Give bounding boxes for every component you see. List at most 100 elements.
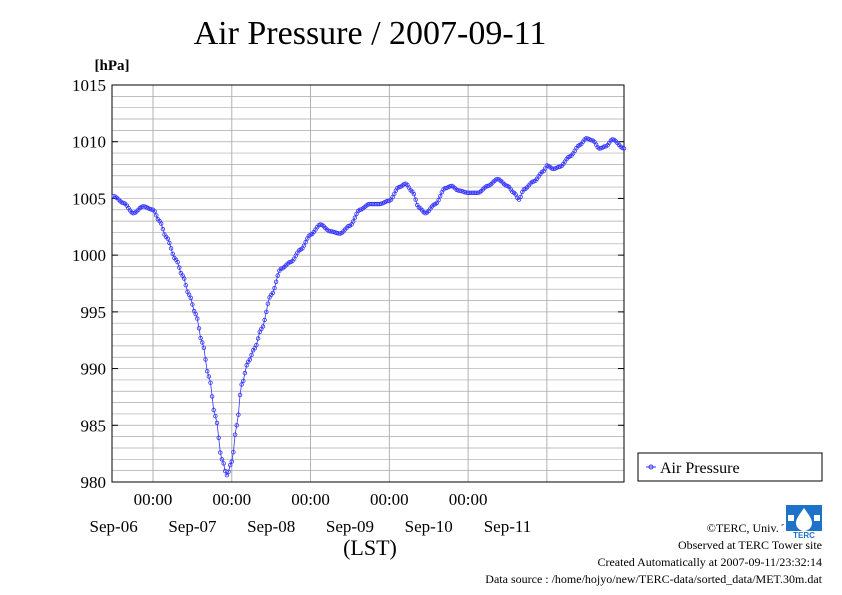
chart-title: Air Pressure / 2007-09-11 — [193, 15, 547, 52]
legend-box — [637, 452, 823, 482]
legend-marker — [648, 464, 654, 470]
data-point — [208, 380, 213, 385]
data-point — [237, 392, 243, 398]
data-point — [165, 236, 170, 241]
x-tick-date-label: Sep-07 — [168, 517, 217, 536]
footer-created: Created Automatically at 2007-09-11/23:3… — [597, 555, 822, 569]
data-point — [218, 450, 223, 455]
x-axis-label: (LST) — [343, 535, 397, 560]
plot-frame — [111, 84, 625, 483]
data-point — [351, 219, 356, 224]
data-point — [206, 374, 211, 379]
axis-layer: 980 985 990 995 1000 1005 1010 1015 00:00 00:00 00… — [72, 76, 624, 536]
footer-observed: Observed at TERC Tower site — [677, 538, 822, 552]
y-tick-label: 985 — [81, 416, 107, 435]
data-point — [200, 340, 205, 345]
data-point — [411, 191, 417, 197]
data-point — [224, 473, 230, 478]
data-point — [518, 194, 523, 200]
data-point — [154, 213, 159, 218]
y-tick-label: 995 — [81, 303, 107, 322]
data-point — [413, 197, 418, 202]
data-point — [226, 469, 231, 474]
x-tick-date-label: Sep-11 — [484, 517, 532, 536]
data-point — [265, 301, 271, 306]
y-tick-label: 990 — [81, 360, 107, 379]
data-point — [262, 317, 267, 323]
data-point — [175, 260, 180, 265]
data-point — [170, 251, 175, 256]
data-point — [472, 190, 477, 195]
data-point — [236, 412, 241, 417]
data-point — [272, 285, 277, 291]
data-point — [255, 336, 261, 341]
y-tick-label: 1015 — [72, 76, 106, 95]
data-point — [231, 450, 236, 455]
data-point — [438, 193, 443, 199]
data-point — [213, 414, 218, 419]
data-point — [239, 382, 244, 387]
data-point — [352, 215, 358, 220]
footer-source: Data source : /home/hojyo/new/TERC-data/… — [485, 572, 822, 586]
data-point — [168, 246, 174, 251]
legend: Air Pressure — [637, 452, 823, 482]
data-point — [198, 335, 203, 341]
data-point — [158, 221, 164, 226]
x-tick-date-label: Sep-09 — [326, 517, 374, 536]
x-tick-date-label: Sep-06 — [90, 517, 138, 536]
legend-label: Air Pressure — [660, 460, 740, 477]
data-point — [211, 407, 216, 413]
data-point — [219, 457, 225, 462]
data-point — [152, 209, 157, 214]
data-point — [204, 369, 210, 374]
data-point — [181, 276, 187, 281]
data-point — [242, 370, 248, 376]
data-point — [190, 302, 195, 307]
data-point — [209, 394, 215, 399]
y-tick-label: 1010 — [72, 133, 106, 152]
data-point — [301, 243, 307, 248]
x-tick-time-label: 00:00 — [134, 490, 173, 509]
data-point — [201, 345, 207, 350]
data-point — [167, 240, 172, 246]
data-point — [260, 324, 266, 329]
data-point — [621, 146, 627, 151]
x-tick-date-label: Sep-08 — [247, 517, 295, 536]
data-point — [254, 342, 259, 348]
series-line — [113, 137, 625, 477]
data-point — [249, 352, 254, 358]
data-point — [270, 290, 275, 296]
data-point — [372, 201, 377, 207]
data-point — [203, 357, 208, 362]
data-point — [193, 311, 198, 317]
data-point — [221, 461, 226, 466]
data-point — [273, 279, 279, 284]
x-tick-time-label: 00:00 — [449, 490, 488, 509]
data-point — [196, 326, 202, 331]
grid-layer — [112, 85, 624, 482]
logo-text: TERC — [793, 531, 815, 540]
data-point — [177, 265, 182, 270]
data-point — [241, 378, 246, 384]
y-tick-label: 1000 — [72, 246, 106, 265]
data-point — [275, 273, 280, 278]
data-point — [264, 309, 269, 315]
data-point — [227, 462, 233, 468]
data-point — [214, 420, 220, 426]
data-point — [303, 239, 308, 245]
data-point — [195, 316, 200, 321]
data-point — [188, 295, 193, 301]
data-point — [244, 363, 249, 368]
terc-logo-icon: TERC — [784, 503, 824, 540]
data-point — [232, 432, 238, 437]
data-point — [436, 197, 441, 203]
x-tick-date-label: Sep-10 — [405, 517, 453, 536]
data-point — [234, 423, 239, 428]
x-tick-time-label: 00:00 — [370, 490, 409, 509]
series-layer — [111, 136, 627, 478]
x-tick-time-label: 00:00 — [212, 490, 251, 509]
data-point — [247, 357, 252, 362]
y-axis-unit-label: [hPa] — [95, 58, 130, 74]
x-tick-time-label: 00:00 — [291, 490, 330, 509]
